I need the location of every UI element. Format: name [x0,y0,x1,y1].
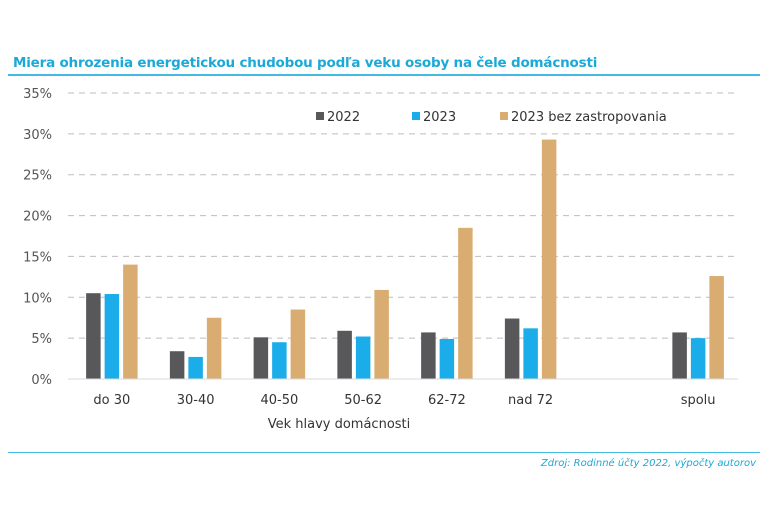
x-category-label: 30-40 [177,393,215,408]
bar-2023-30-40 [188,356,203,379]
bar-2023-50-62 [355,336,371,379]
bar-2023-do-30 [104,294,120,379]
bar-2022-spolu [672,332,687,379]
bars [86,139,724,379]
bar-2022-30-40 [169,351,185,379]
y-tick-label: 0% [31,373,52,388]
bar-2022-62-72 [421,332,436,379]
x-category-label: 62-72 [428,393,466,408]
y-tick-label: 30% [23,128,52,143]
y-axis-ticks: 0% 5% 10% 15% 20% 25% 30% 35% [23,87,52,388]
legend-label: 2022 [327,110,360,125]
legend-swatch [500,112,508,120]
y-tick-label: 5% [31,332,52,347]
gridlines [68,92,738,339]
bar-2023-bez-zastropovania-62-72 [458,227,473,379]
bar-2023-spolu [690,338,706,379]
bar-2022-do-30 [86,293,101,379]
legend-item: 2023 [412,110,456,125]
y-tick-label: 25% [23,169,52,184]
footer-divider [8,452,760,453]
x-axis-categories: do 30 30-40 40-50 50-62 62-72 nad 72 spolu [93,393,715,408]
x-category-label: 50-62 [344,393,382,408]
x-category-label: 40-50 [260,393,298,408]
source-note: Zdroj: Rodinné účty 2022, výpočty autoro… [540,458,756,469]
bar-2023-bez-zastropovania-do-30 [123,264,138,379]
title-divider [8,74,760,76]
bar-2023-bez-zastropovania-nad-72 [541,139,557,379]
bar-chart: 0% 5% 10% 15% 20% 25% 30% 35% do 30 30-40 40-50 50… [23,87,738,432]
x-category-label: do 30 [93,393,130,408]
bar-2022-40-50 [253,337,269,379]
x-category-label: nad 72 [508,393,553,408]
bar-2023-nad-72 [523,328,538,379]
y-tick-label: 20% [23,210,52,225]
legend-item: 2022 [316,110,360,125]
y-tick-label: 15% [23,250,52,265]
bar-2022-nad-72 [504,318,520,379]
legend-label: 2023 [423,110,456,125]
x-category-label: spolu [681,393,716,408]
legend-swatch [412,112,420,120]
bar-2023-62-72 [439,338,455,379]
bar-2023-40-50 [272,342,287,379]
y-tick-label: 35% [23,87,52,102]
legend-item: 2023 bez zastropovania [500,110,667,125]
bar-2023-bez-zastropovania-40-50 [290,309,306,379]
bar-2023-bez-zastropovania-30-40 [206,317,222,379]
chart-title: Miera ohrozenia energetickou chudobou po… [13,55,598,71]
legend-label: 2023 bez zastropovania [511,110,667,125]
legend: 2022 2023 2023 bez zastropovania [316,110,667,125]
y-tick-label: 10% [23,291,52,306]
bar-2023-bez-zastropovania-50-62 [374,289,389,379]
bar-2023-bez-zastropovania-spolu [709,276,724,379]
bar-2022-50-62 [337,330,352,379]
x-axis-label: Vek hlavy domácnosti [268,417,411,432]
legend-swatch [316,112,324,120]
